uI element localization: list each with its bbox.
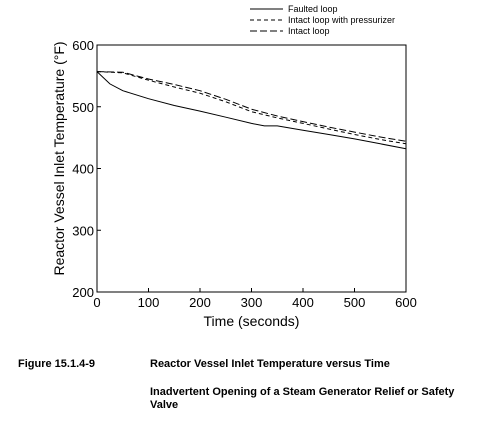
x-tick-label: 100	[138, 295, 160, 310]
y-tick-label: 200	[72, 285, 94, 300]
legend-label-1: Faulted loop	[288, 4, 338, 14]
x-tick-label: 300	[241, 295, 263, 310]
x-tick-label: 500	[344, 295, 366, 310]
x-tick-label: 200	[189, 295, 211, 310]
y-axis-title: Reactor Vessel Inlet Temperature (°F)	[51, 41, 67, 275]
legend-label-2: Intact loop with pressurizer	[288, 15, 395, 25]
y-tick-label: 300	[72, 223, 94, 238]
x-tick-label: 0	[93, 295, 100, 310]
x-axis-title: Time (seconds)	[204, 313, 300, 329]
series-line-2	[96, 71, 407, 145]
x-tick-label: 400	[292, 295, 314, 310]
series-line-1	[96, 71, 407, 150]
plot-area-frame	[96, 44, 407, 293]
x-tick-label: 600	[395, 295, 417, 310]
legend-label-3: Intact loop	[288, 26, 330, 36]
figure-number: Figure 15.1.4-9	[18, 358, 96, 370]
y-tick-label: 400	[72, 162, 94, 177]
series-lines	[96, 71, 407, 150]
figure-subtitle: Inadvertent Opening of a Steam Generator…	[150, 386, 455, 411]
y-tick-label: 600	[72, 38, 94, 53]
axis-ticks: 0 100 200 300 400 500 600 200 300 400 500 600	[72, 38, 417, 310]
figure-title: Reactor Vessel Inlet Temperature versus …	[150, 358, 390, 370]
series-line-3	[96, 71, 407, 142]
y-tick-label: 500	[72, 100, 94, 115]
